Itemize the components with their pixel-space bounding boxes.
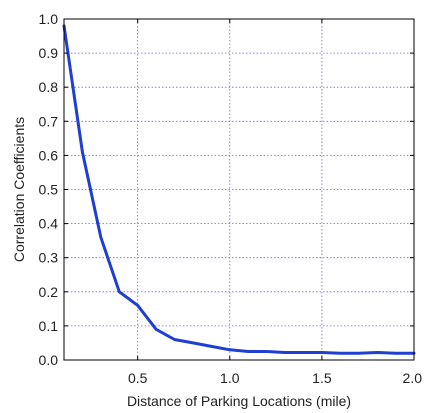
y-tick-label: 0.0 bbox=[39, 352, 59, 368]
x-axis-ticks: 0.5 1.0 1.5 2.0 bbox=[128, 19, 422, 386]
series-line bbox=[62, 24, 416, 355]
y-tick-label: 0.8 bbox=[39, 79, 59, 95]
series-layer bbox=[62, 24, 416, 355]
y-tick-label: 0.9 bbox=[39, 45, 59, 61]
x-axis-title: Distance of Parking Locations (mile) bbox=[127, 393, 351, 409]
y-tick-label: 1.0 bbox=[39, 11, 59, 27]
y-axis-ticks: 0.0 0.1 0.2 0.3 0.4 0.5 0.6 0.7 0.8 0.9 1.0 bbox=[39, 11, 414, 368]
x-tick-label: 0.5 bbox=[128, 370, 148, 386]
y-tick-label: 0.4 bbox=[39, 216, 59, 232]
y-tick-label: 0.2 bbox=[39, 284, 59, 300]
y-tick-label: 0.5 bbox=[39, 182, 59, 198]
y-tick-label: 0.1 bbox=[39, 318, 59, 334]
grid bbox=[64, 19, 414, 360]
x-tick-label: 2.0 bbox=[403, 370, 423, 386]
y-tick-label: 0.3 bbox=[39, 250, 59, 266]
x-tick-label: 1.0 bbox=[220, 370, 240, 386]
x-tick-label: 1.5 bbox=[312, 370, 332, 386]
y-tick-label: 0.6 bbox=[39, 147, 59, 163]
y-tick-label: 0.7 bbox=[39, 113, 59, 129]
y-axis-title: Correlation Coefficients bbox=[11, 117, 27, 262]
